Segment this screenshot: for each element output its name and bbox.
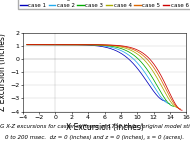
- Y-axis label: Z Excursion (inches): Z Excursion (inches): [0, 33, 7, 111]
- Text: Figure 5: Head CG X-Z excursions for caster stiffness of 1750 lbs/in (original m: Figure 5: Head CG X-Z excursions for cas…: [0, 124, 190, 129]
- Legend: case 1, case 2, case 3, case 4, case 5, case 6: case 1, case 2, case 3, case 4, case 5, …: [18, 0, 190, 9]
- X-axis label: X Excursion (inches): X Excursion (inches): [66, 123, 143, 132]
- Text: 0 to 200 msec.  dz = 0 (inches) and z = 0 (inches), s = 0 (acres).: 0 to 200 msec. dz = 0 (inches) and z = 0…: [6, 135, 184, 140]
